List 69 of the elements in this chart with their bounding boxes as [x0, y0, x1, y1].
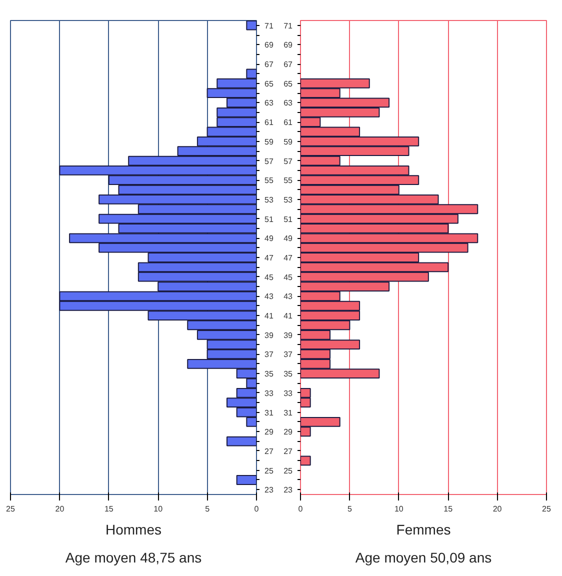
text: Femmes [396, 522, 451, 538]
x-tick-label: 20 [492, 504, 502, 514]
y-tick-label: 71 [264, 21, 274, 30]
x-tick-label: 20 [55, 504, 65, 514]
y-tick-label: 69 [284, 40, 294, 50]
x-tick-label: 10 [154, 504, 164, 514]
y-tick-label: 57 [284, 156, 294, 166]
y-tick-label: 31 [284, 408, 294, 418]
y-tick-label: 25 [264, 466, 274, 476]
bar [236, 475, 256, 485]
y-tick-label: 53 [284, 195, 294, 204]
y-tick-label: 69 [264, 40, 274, 50]
y-tick-label: 63 [264, 98, 274, 108]
y-tick-label: 45 [264, 272, 274, 282]
y-tick-label: 35 [264, 370, 274, 379]
x-tick-label: 0 [298, 504, 304, 514]
y-tick-label: 45 [284, 272, 294, 282]
y-tick-label: 47 [284, 254, 294, 262]
y-tick-label: 59 [284, 137, 294, 146]
y-tick-label: 41 [264, 312, 274, 321]
y-tick-label: 29 [264, 428, 274, 437]
y-tick-label: 53 [264, 195, 274, 204]
text: Age moyen 50,09 ans [355, 550, 492, 566]
y-tick-label: 25 [284, 466, 294, 476]
y-tick-label: 33 [264, 388, 274, 398]
x-tick-label: 15 [104, 504, 114, 514]
y-tick-label: 31 [264, 408, 274, 418]
y-tick-label: 49 [284, 234, 294, 244]
y-tick-label: 61 [264, 118, 274, 128]
y-tick-label: 37 [284, 350, 294, 360]
x-tick-label: 15 [444, 504, 454, 514]
y-tick-label: 23 [264, 486, 274, 495]
y-tick-label: 37 [264, 350, 274, 360]
y-tick-label: 47 [264, 254, 274, 262]
x-tick-label: 25 [6, 504, 16, 514]
x-tick-label: 10 [394, 504, 404, 514]
y-tick-label: 41 [284, 312, 294, 321]
y-tick-label: 59 [264, 137, 274, 146]
y-tick-label: 35 [284, 370, 294, 379]
y-tick-label: 67 [284, 60, 294, 70]
x-tick-label: 25 [542, 504, 552, 514]
y-tick-label: 65 [284, 79, 294, 88]
y-tick-label: 39 [284, 330, 294, 340]
y-tick-label: 27 [264, 446, 274, 456]
x-tick-label: 5 [347, 504, 352, 514]
y-tick-label: 43 [264, 292, 274, 302]
bar [246, 20, 256, 30]
y-tick-label: 23 [284, 486, 294, 495]
y-tick-label: 63 [284, 98, 294, 108]
y-tick-label: 57 [264, 156, 274, 166]
text: Hommes [105, 522, 162, 538]
y-tick-label: 55 [284, 176, 294, 186]
x-tick-label: 0 [254, 504, 260, 514]
y-tick-label: 71 [284, 21, 294, 30]
y-tick-label: 51 [264, 214, 274, 224]
y-tick-label: 33 [284, 388, 294, 398]
y-tick-label: 43 [284, 292, 294, 302]
y-tick-label: 67 [264, 60, 274, 70]
text: Age moyen 48,75 ans [65, 550, 202, 566]
y-tick-label: 29 [284, 428, 294, 437]
y-tick-label: 49 [264, 234, 274, 244]
bar [226, 436, 256, 446]
y-tick-label: 51 [284, 214, 294, 224]
x-tick-label: 5 [205, 504, 210, 514]
y-tick-label: 27 [284, 446, 294, 456]
y-tick-label: 55 [264, 176, 274, 186]
y-tick-label: 61 [284, 118, 294, 128]
y-tick-label: 39 [264, 330, 274, 340]
y-tick-label: 65 [264, 79, 274, 88]
